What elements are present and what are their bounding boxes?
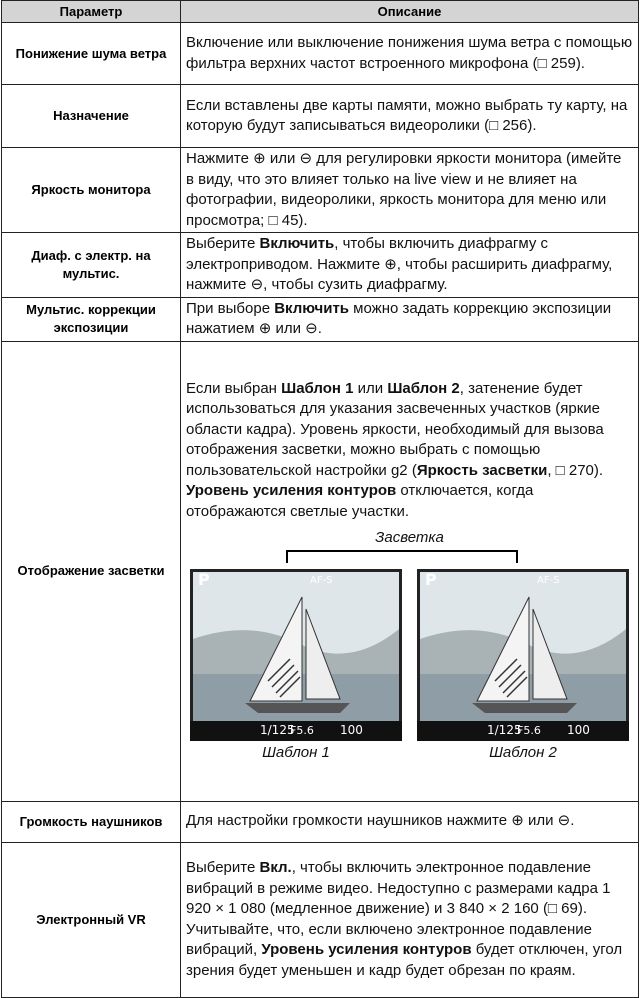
highlight-stripes bbox=[494, 658, 528, 698]
bold-term: Вкл. bbox=[259, 859, 292, 876]
table-row: Громкость наушников Для настройки громкос… bbox=[1, 800, 639, 843]
screen-overlay-text: P bbox=[425, 570, 437, 589]
hull bbox=[245, 703, 350, 713]
parameter-description: При выборе Включить можно задать коррекц… bbox=[180, 296, 639, 342]
screen-overlay-text: 1/125 bbox=[260, 723, 295, 737]
bold-term: Уровень усиления контуров bbox=[186, 482, 397, 499]
text-run: можно задать коррекцию экспозиции нажати… bbox=[186, 299, 612, 338]
parameter-name: Электронный VR bbox=[1, 841, 181, 998]
parameter-name: Мультис. коррекции экспозиции bbox=[1, 296, 181, 342]
table-row: Яркость монитора Нажмите ⊕ или ⊖ для регу… bbox=[1, 147, 639, 233]
header-cell: Параметр bbox=[1, 0, 181, 23]
sail2 bbox=[305, 608, 341, 700]
header-row: Параметр Описание bbox=[1, 0, 639, 23]
figure: Засветка P AF-S 1/125 F5.6 100 Шаблон 1 P AF-S 1/… bbox=[186, 528, 633, 764]
parameter-name: Диаф. с электр. на мультис. bbox=[1, 232, 181, 298]
sail bbox=[249, 596, 303, 702]
bold-term: Шаблон 2 bbox=[387, 379, 460, 397]
table-row: Отображение засветки Если выбран Шаблон 1… bbox=[1, 340, 639, 802]
bold-term: Шаблон 1 bbox=[281, 379, 354, 397]
header-cell: Описание bbox=[180, 0, 639, 23]
screen-block: P AF-S 1/125 F5.6 100 Шаблон 1 bbox=[190, 569, 402, 764]
description-text: Выберите Включить, чтобы включить диафра… bbox=[186, 234, 633, 296]
bold-term: Яркость засветки bbox=[416, 461, 548, 479]
bracket-line bbox=[286, 549, 518, 563]
info-bar bbox=[190, 721, 402, 741]
parameter-name: Назначение bbox=[1, 84, 181, 148]
screen-overlay-text: P bbox=[198, 570, 210, 589]
text-run: Для настройки громкости наушников нажмит… bbox=[186, 812, 575, 830]
screen-overlay-text: 1/125 bbox=[487, 723, 522, 737]
text-run: Выберите bbox=[186, 235, 260, 252]
description-text: Включение или выключение понижения шума … bbox=[186, 33, 633, 74]
sail bbox=[476, 596, 530, 702]
text-run: Выберите bbox=[186, 859, 260, 876]
parameter-name: Понижение шума ветра bbox=[1, 22, 181, 85]
figure-caption: Засветка bbox=[375, 529, 444, 546]
bold-term: Уровень усиления контуров bbox=[261, 941, 472, 958]
text-run: , □ 270). bbox=[547, 461, 604, 479]
bold-term: Включить bbox=[259, 235, 335, 252]
description-text: При выборе Включить можно задать коррекц… bbox=[186, 299, 633, 340]
text-run: , чтобы включить диафрагму с электроприв… bbox=[186, 235, 613, 293]
text-run: отключается, когда отображаются светлые … bbox=[186, 482, 534, 520]
text-run: будет отключен, угол зрения будет уменьш… bbox=[186, 941, 623, 979]
screen-overlay-text: 100 bbox=[340, 723, 363, 737]
screen-label: Шаблон 2 bbox=[489, 744, 557, 761]
screen-block: P AF-S 1/125 F5.6 100 Шаблон 2 bbox=[417, 569, 629, 764]
parameter-name: Отображение засветки bbox=[1, 340, 181, 802]
text-run: Включение или выключение понижения шума … bbox=[186, 34, 633, 72]
info-bar bbox=[417, 721, 629, 741]
parameter-description: Если вставлены две карты памяти, можно в… bbox=[180, 84, 639, 148]
hull bbox=[472, 703, 577, 713]
table-row: Назначение Если вставлены две карты памят… bbox=[1, 84, 639, 148]
description-text: Выберите Вкл., чтобы включить электронно… bbox=[186, 858, 633, 981]
screen-overlay-text: AF-S bbox=[537, 575, 560, 586]
parameter-description: Выберите Вкл., чтобы включить электронно… bbox=[180, 841, 639, 998]
caption-bracket bbox=[286, 549, 518, 563]
text-run: Если вставлены две карты памяти, можно в… bbox=[186, 96, 628, 135]
description-text: Если выбран Шаблон 1 или Шаблон 2, затен… bbox=[186, 379, 633, 523]
screen-overlay-text: 100 bbox=[567, 723, 590, 737]
text-run: Нажмите ⊕ или ⊖ для регулировки яркости … bbox=[186, 150, 622, 229]
parameter-name: Громкость наушников bbox=[1, 800, 181, 843]
parameter-description: Для настройки громкости наушников нажмит… bbox=[180, 800, 639, 843]
highlight-stripes bbox=[267, 658, 301, 698]
text-run: или bbox=[353, 379, 388, 397]
text-run: Если выбран bbox=[186, 379, 282, 397]
table-row: Понижение шума ветра Включение или выключ… bbox=[1, 22, 639, 85]
screen-overlay-text: AF-S bbox=[310, 575, 333, 586]
table-row: Мультис. коррекции экспозиции При выборе … bbox=[1, 296, 639, 342]
parameter-description: Нажмите ⊕ или ⊖ для регулировки яркости … bbox=[180, 147, 639, 233]
screens: P AF-S 1/125 F5.6 100 Шаблон 1 P AF-S 1/125 F5.6 1… bbox=[186, 569, 633, 764]
bold-term: Включить bbox=[274, 299, 350, 317]
table-row: Электронный VR Выберите Вкл., чтобы включ… bbox=[1, 841, 639, 998]
text-run: , чтобы включить электронное подавление … bbox=[186, 859, 611, 958]
description-text: Для настройки громкости наушников нажмит… bbox=[186, 811, 633, 832]
table-row: Диаф. с электр. на мультис. Выберите Вклю… bbox=[1, 232, 639, 298]
parameter-name: Яркость монитора bbox=[1, 147, 181, 233]
description-text: Нажмите ⊕ или ⊖ для регулировки яркости … bbox=[186, 149, 633, 231]
screen-overlay-text: F5.6 bbox=[290, 724, 314, 737]
text-run: , затенение будет использоваться для ука… bbox=[186, 379, 604, 479]
description-text: Если вставлены две карты памяти, можно в… bbox=[186, 96, 633, 137]
parameter-description: Если выбран Шаблон 1 или Шаблон 2, затен… bbox=[180, 340, 639, 802]
text-run: При выборе bbox=[186, 299, 275, 317]
parameter-description: Выберите Включить, чтобы включить диафра… bbox=[180, 232, 639, 298]
sail2 bbox=[532, 608, 568, 700]
screen-label: Шаблон 1 bbox=[262, 744, 330, 761]
parameter-description: Включение или выключение понижения шума … bbox=[180, 22, 639, 85]
screen-overlay-text: F5.6 bbox=[517, 724, 541, 737]
